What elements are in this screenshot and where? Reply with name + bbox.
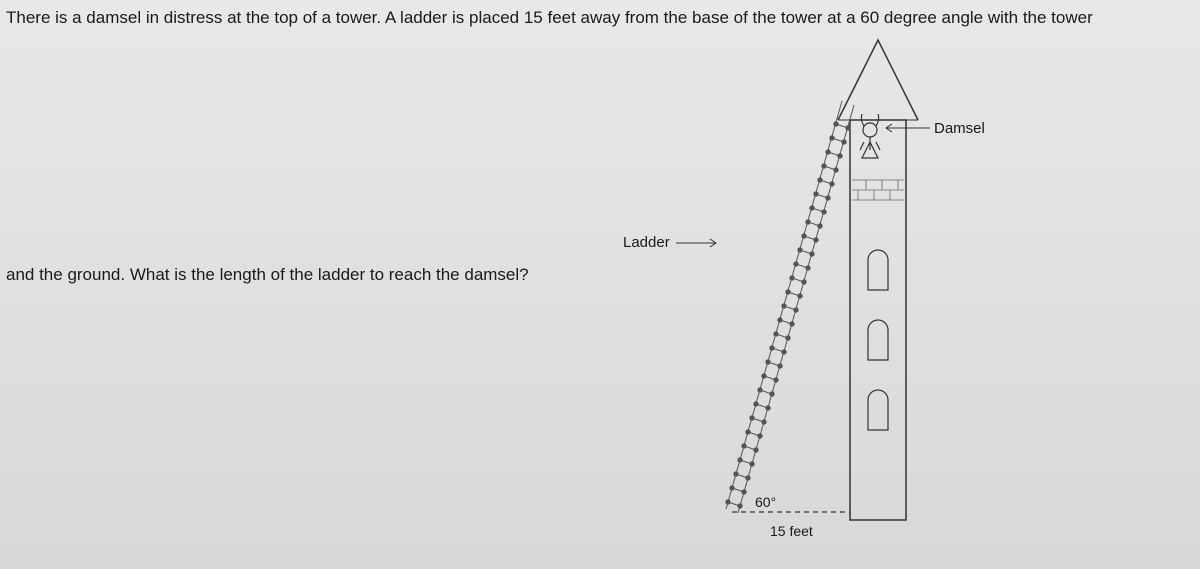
diagram-svg: [620, 30, 1120, 560]
ladder-arrow: [676, 239, 716, 247]
problem-text-line1: There is a damsel in distress at the top…: [6, 8, 1093, 28]
distance-label: 15 feet: [770, 523, 813, 539]
tower-windows: [868, 250, 888, 430]
damsel-label: Damsel: [934, 120, 985, 137]
problem-diagram: Ladder Damsel 60° 15 feet: [620, 30, 1120, 560]
damsel-arrow: [886, 124, 930, 132]
ladder-label: Ladder: [623, 234, 670, 251]
tower-roof: [838, 40, 918, 120]
problem-text-line2: and the ground. What is the length of th…: [6, 265, 529, 285]
tower-bricks: [852, 180, 904, 200]
ladder: [726, 101, 854, 513]
angle-label: 60°: [755, 494, 776, 510]
